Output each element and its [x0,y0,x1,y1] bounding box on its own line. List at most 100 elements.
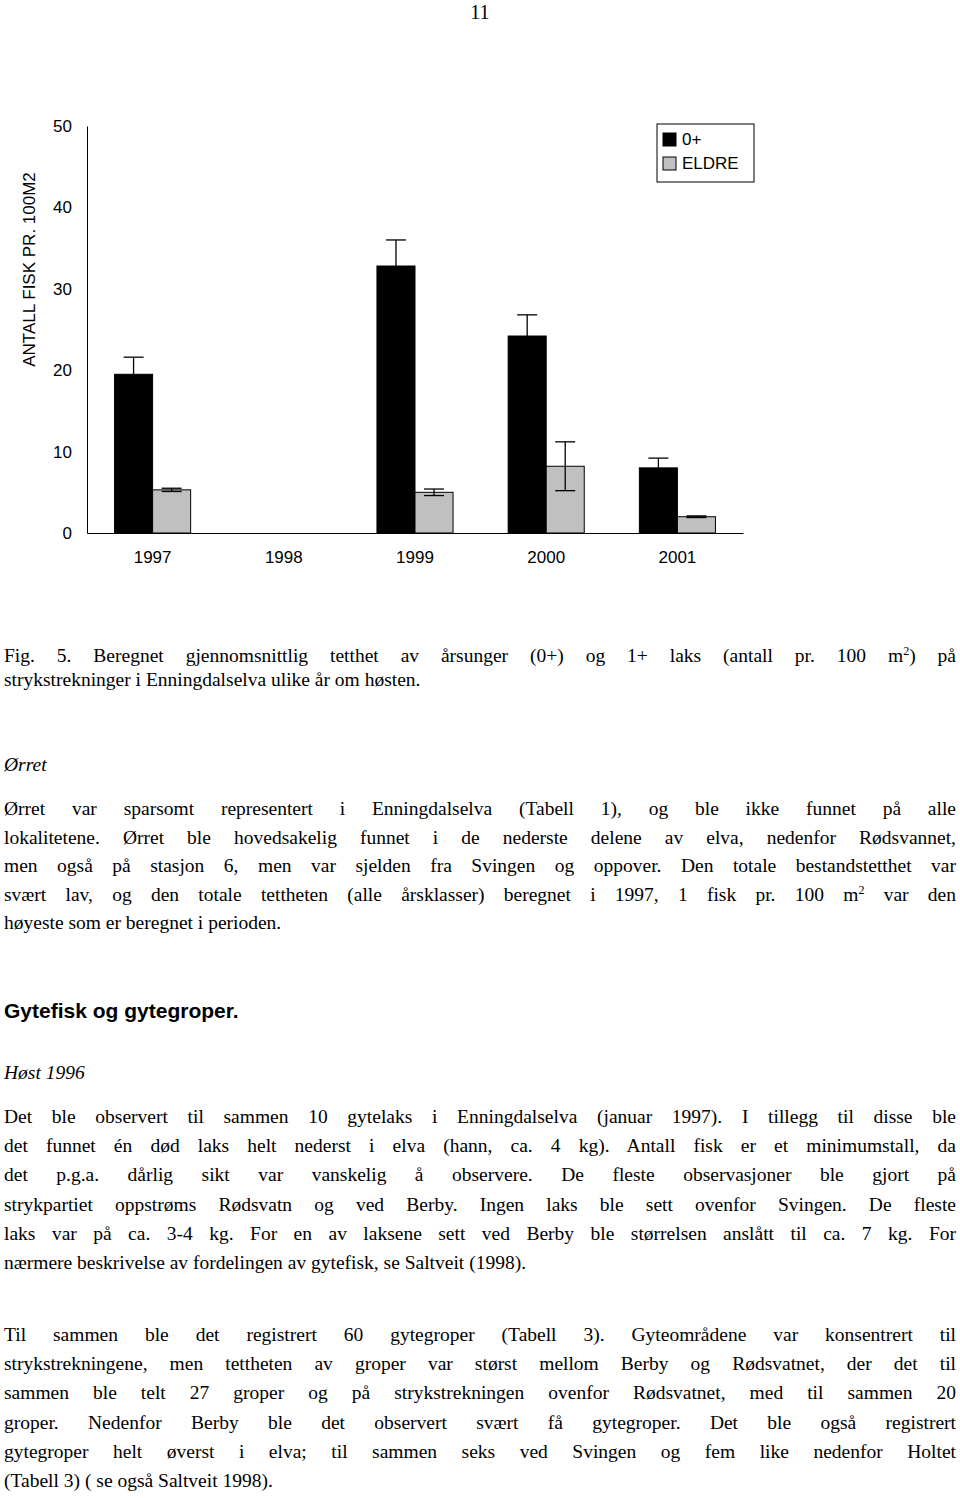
legend-label: 0+ [682,130,701,149]
text-line: det funnet én død laks helt nederst i el… [4,1134,956,1158]
superscript: 2 [858,883,864,897]
bar [153,490,191,533]
error-bar [424,489,444,496]
error-bar [386,240,406,292]
y-tick: 0 [63,524,87,543]
chart: 0 10 20 30 40 50 1997 1998 1999 2000 2001 ANTALL FI… [0,0,960,600]
section-heading: Høst 1996 [4,1061,956,1085]
error-cap [124,357,144,358]
legend-frame [657,124,754,182]
y-tick: 20 [53,361,87,380]
bar [377,266,415,533]
text-line: strykpartiet oppstrøms Rødsvatn og ved B… [4,1193,956,1217]
error-cap [124,391,144,392]
bars [115,240,716,533]
series-bars [153,442,716,533]
error-cap [648,457,668,458]
y-tick-label: 30 [53,280,72,299]
x-tick-label: 1998 [265,548,303,567]
text-line: svært lav, og den totale tettheten (alle… [4,883,956,907]
series-bars [115,240,678,533]
bar [508,336,546,533]
legend-label: ELDRE [682,154,739,173]
error-cap [686,515,706,516]
text-line: strykstrekningene, men tettheten av grop… [4,1352,956,1376]
error-cap [517,314,537,315]
error-cap [162,488,182,489]
error-line [527,315,528,357]
text-line: groper. Nedenfor Berby ble det observert… [4,1411,956,1435]
error-cap [517,357,537,358]
error-cap [162,491,182,492]
y-tick-label: 40 [53,198,72,217]
error-line [133,357,134,391]
text-line: nærmere beskrivelse av fordelingen av gy… [4,1251,956,1275]
bar [415,492,453,533]
error-cap [424,488,444,489]
legend-swatch [663,133,676,146]
x-tick: 2000 [527,533,565,567]
caption-line: Fig. 5. Beregnet gjennomsnittlig tetthet… [4,644,956,668]
text-line: Det ble observert til sammen 10 gytelaks… [4,1105,956,1129]
error-bar [686,516,706,518]
legend: 0+ ELDRE [657,124,754,182]
text-run: var den [864,884,956,905]
bar [677,517,715,533]
text-line: Til sammen ble det registrert 60 gytegro… [4,1323,956,1347]
x-tick: 2001 [658,533,696,567]
superscript: 2 [903,644,909,658]
y-tick: 10 [53,443,87,462]
text-run: Fig. 5. Beregnet gjennomsnittlig tetthet… [4,645,903,666]
text-line: laks var på ca. 3-4 kg. For en av laksen… [4,1222,956,1246]
error-line [433,489,434,496]
error-cap [386,291,406,292]
error-cap [648,477,668,478]
error-bar [648,458,668,478]
error-line [565,442,566,491]
text-line: sammen ble telt 27 groper og på strykstr… [4,1381,956,1405]
y-tick-label: 50 [53,117,72,136]
text-line: (Tabell 3) ( se også Saltveit 1998). [4,1469,956,1493]
section-title: Gytefisk og gytegroper. [4,999,956,1023]
error-cap [555,490,575,491]
text-line: det p.g.a. dårlig sikt var vanskelig å o… [4,1163,956,1187]
text-run: svært lav, og den totale tettheten (alle… [4,884,858,905]
x-tick-label: 1999 [396,548,434,567]
y-tick: 30 [53,280,87,299]
error-cap [424,495,444,496]
legend-swatch [663,157,676,170]
y-axis-title: ANTALL FISK PR. 100M2 [20,172,39,367]
text-line: Ørret var sparsomt representert i Enning… [4,797,956,821]
error-line [395,240,396,292]
section-heading: Ørret [4,753,956,777]
error-bar [517,315,537,357]
error-cap [555,441,575,442]
y-axis: 0 10 20 30 40 50 [53,117,87,543]
x-tick-label: 2000 [527,548,565,567]
y-tick-label: 10 [53,443,72,462]
x-tick: 1998 [265,533,303,567]
error-bar [555,442,575,491]
text-run: ) på [909,645,956,666]
page: 11 0 10 20 30 40 50 1997 1998 1999 2000 2001 ANTALL … [0,0,960,1498]
error-cap [386,239,406,240]
caption-line: strykstrekninger i Enningdalselva ulike … [4,668,956,692]
y-axis-line [87,127,88,534]
text-line: høyeste som er beregnet i perioden. [4,911,956,935]
error-cap [686,517,706,518]
text-line: lokalitetene. Ørret ble hovedsakelig fun… [4,826,956,850]
x-tick: 1997 [134,533,172,567]
y-tick-label: 20 [53,361,72,380]
y-tick-label: 0 [63,524,72,543]
text-line: gytegroper helt øverst i elva; til samme… [4,1440,956,1464]
error-bar [162,488,182,491]
y-tick: 50 [53,117,87,136]
x-axis: 1997 1998 1999 2000 2001 [88,533,744,567]
bar [639,468,677,533]
page-number: 11 [0,0,960,24]
text-line: men også på stasjon 6, men var sjelden f… [4,854,956,878]
bar [115,374,153,533]
x-tick: 1999 [396,533,434,567]
error-line [658,458,659,478]
x-tick-label: 1997 [134,548,172,567]
